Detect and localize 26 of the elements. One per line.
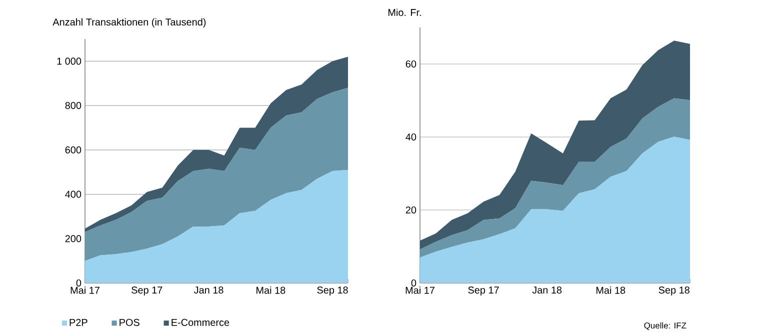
y-tick-label: 1 000 [57,58,82,65]
y-tick-label: 40 [406,133,416,141]
x-tick-label: Jan 18 [194,286,224,294]
x-tick-label: Sep 17 [468,286,499,296]
y-axis-title: Anzahl Transaktionen (in Tausend) [52,18,206,28]
legend-label: P2P [70,318,88,326]
legend-label: POS [120,318,140,326]
x-tick-label: Sep 18 [317,286,348,296]
x-tick-label: Mai 18 [596,286,626,294]
y-tick-label: 800 [65,102,82,110]
y-axis-title: Mio. Fr. [388,8,421,16]
source-note: Quelle: IFZ [644,322,686,330]
x-tick-label: Sep 17 [132,286,162,296]
x-tick-label: Mai 18 [256,286,286,294]
x-tick-label: Sep 18 [658,286,690,296]
x-tick-label: Mai 17 [406,286,434,294]
y-tick-label: 0 [76,279,82,287]
y-tick-label: 200 [65,235,82,242]
x-tick-label: Mai 17 [70,286,100,294]
y-tick-label: 0 [411,279,416,287]
y-tick-label: 60 [406,60,416,68]
y-tick-label: 400 [65,190,82,198]
legend-label: E-Commerce [172,318,230,326]
y-tick-label: 20 [406,206,416,214]
y-tick-label: 600 [65,146,82,154]
x-tick-label: Jan 18 [532,286,562,294]
